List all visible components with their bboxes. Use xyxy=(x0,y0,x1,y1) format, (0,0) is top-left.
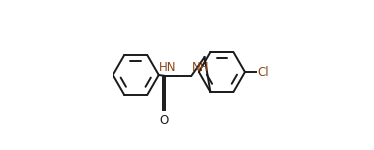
Text: HN: HN xyxy=(159,61,176,74)
Text: Cl: Cl xyxy=(258,66,269,79)
Text: O: O xyxy=(159,114,169,127)
Text: NH: NH xyxy=(192,61,210,74)
